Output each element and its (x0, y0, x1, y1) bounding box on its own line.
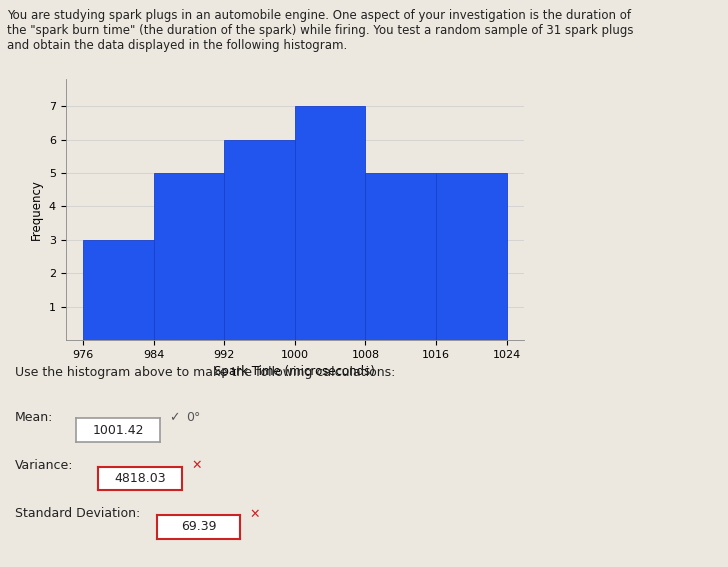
Text: 69.39: 69.39 (181, 521, 216, 533)
X-axis label: Spark Time (microseconds): Spark Time (microseconds) (215, 366, 375, 379)
Text: Variance:: Variance: (15, 459, 73, 472)
Text: 4818.03: 4818.03 (114, 472, 166, 485)
Text: ✓: ✓ (169, 411, 179, 424)
Bar (365, 173, 436, 340)
Bar (83, 240, 154, 340)
Bar (154, 173, 224, 340)
Text: Mean:: Mean: (15, 411, 53, 424)
Text: ✕: ✕ (250, 507, 260, 521)
Bar (224, 139, 295, 340)
Y-axis label: Frequency: Frequency (30, 179, 43, 240)
Bar (436, 173, 507, 340)
Text: Use the histogram above to make the following calculations:: Use the histogram above to make the foll… (15, 366, 395, 379)
Text: Standard Deviation:: Standard Deviation: (15, 507, 140, 521)
Text: 1001.42: 1001.42 (92, 424, 144, 437)
Text: ✕: ✕ (191, 459, 202, 472)
Bar (295, 106, 365, 340)
Text: 0°: 0° (186, 411, 200, 424)
Text: You are studying spark plugs in an automobile engine. One aspect of your investi: You are studying spark plugs in an autom… (7, 9, 634, 52)
